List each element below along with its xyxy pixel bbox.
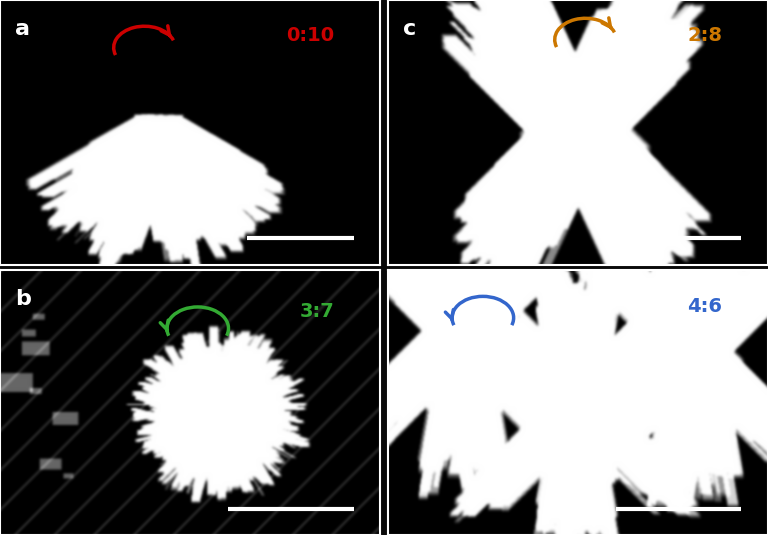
Text: d: d: [403, 289, 419, 309]
Text: c: c: [403, 19, 416, 39]
Text: b: b: [15, 289, 31, 309]
Text: a: a: [15, 19, 30, 39]
Text: 0:10: 0:10: [286, 27, 335, 45]
Text: 2:8: 2:8: [687, 27, 723, 45]
Text: 3:7: 3:7: [300, 302, 335, 321]
Text: 4:6: 4:6: [687, 296, 723, 316]
